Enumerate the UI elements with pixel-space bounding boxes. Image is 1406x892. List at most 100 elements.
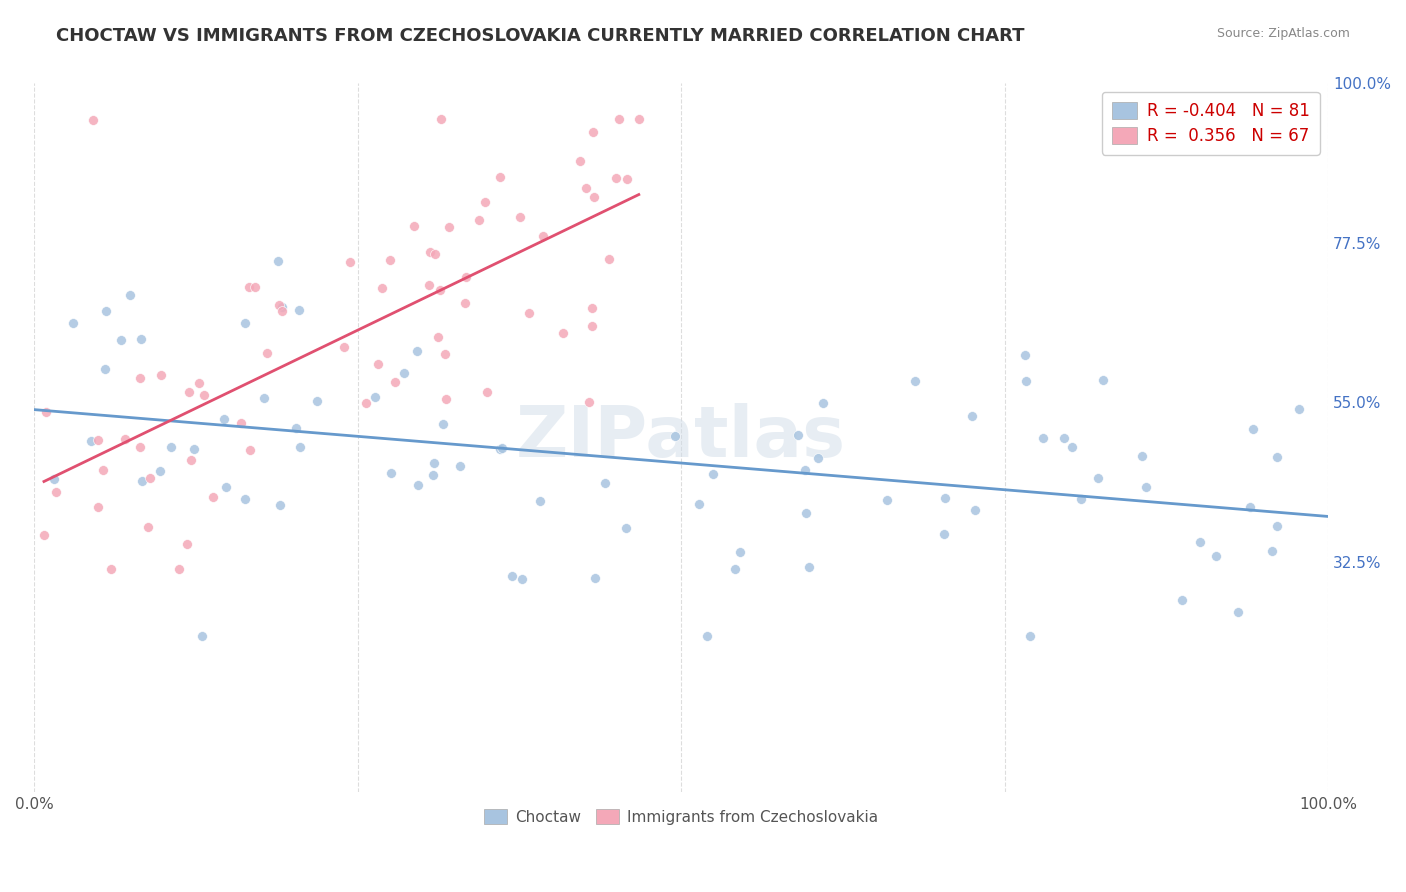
- Point: [356, 396, 378, 410]
- Point: [578, 395, 600, 409]
- Point: [96, 304, 118, 318]
- Point: [32, 527, 55, 541]
- Point: [87, 434, 110, 448]
- Point: [1087, 471, 1109, 485]
- Text: CHOCTAW VS IMMIGRANTS FROM CZECHOSLOVAKIA CURRENTLY MARRIED CORRELATION CHART: CHOCTAW VS IMMIGRANTS FROM CZECHOSLOVAKI…: [56, 27, 1025, 45]
- Point: [787, 428, 810, 442]
- Point: [1091, 374, 1114, 388]
- Point: [1015, 374, 1038, 388]
- Point: [405, 344, 427, 359]
- Point: [80, 434, 103, 449]
- Point: [332, 341, 354, 355]
- Point: [488, 169, 510, 184]
- Point: [176, 536, 198, 550]
- Point: [454, 296, 477, 310]
- Point: [1019, 629, 1042, 643]
- Text: Source: ZipAtlas.com: Source: ZipAtlas.com: [1216, 27, 1350, 40]
- Point: [934, 491, 956, 506]
- Point: [616, 172, 638, 186]
- Point: [270, 300, 292, 314]
- Point: [509, 210, 531, 224]
- Point: [796, 506, 818, 520]
- Point: [730, 545, 752, 559]
- Point: [581, 318, 603, 333]
- Point: [380, 467, 402, 481]
- Point: [290, 440, 312, 454]
- Point: [1265, 519, 1288, 533]
- Point: [437, 220, 460, 235]
- Point: [724, 562, 747, 576]
- Point: [229, 416, 252, 430]
- Point: [284, 420, 307, 434]
- Point: [1053, 431, 1076, 445]
- Point: [418, 277, 440, 292]
- Point: [384, 376, 406, 390]
- Point: [595, 476, 617, 491]
- Point: [131, 474, 153, 488]
- Point: [1227, 605, 1250, 619]
- Point: [1135, 480, 1157, 494]
- Point: [1171, 592, 1194, 607]
- Point: [429, 283, 451, 297]
- Point: [575, 180, 598, 194]
- Point: [188, 376, 211, 390]
- Point: [433, 347, 456, 361]
- Point: [167, 562, 190, 576]
- Point: [607, 112, 630, 126]
- Point: [392, 367, 415, 381]
- Point: [702, 467, 724, 482]
- Point: [215, 480, 238, 494]
- Text: ZIPatlas: ZIPatlas: [516, 403, 846, 472]
- Point: [252, 391, 274, 405]
- Point: [598, 252, 620, 267]
- Point: [582, 125, 605, 139]
- Point: [339, 255, 361, 269]
- Point: [474, 195, 496, 210]
- Point: [422, 468, 444, 483]
- Point: [1070, 491, 1092, 506]
- Point: [193, 388, 215, 402]
- Point: [82, 113, 104, 128]
- Point: [245, 279, 267, 293]
- Point: [688, 497, 710, 511]
- Point: [501, 569, 523, 583]
- Point: [1265, 450, 1288, 464]
- Point: [430, 112, 453, 126]
- Point: [44, 472, 66, 486]
- Point: [1288, 402, 1310, 417]
- Point: [93, 361, 115, 376]
- Point: [425, 246, 447, 260]
- Point: [454, 270, 477, 285]
- Point: [138, 471, 160, 485]
- Point: [664, 429, 686, 443]
- Point: [432, 417, 454, 432]
- Point: [529, 494, 551, 508]
- Point: [128, 440, 150, 454]
- Point: [191, 629, 214, 643]
- Point: [807, 450, 830, 465]
- Point: [605, 170, 627, 185]
- Point: [267, 298, 290, 312]
- Point: [35, 405, 58, 419]
- Point: [45, 485, 67, 500]
- Point: [531, 228, 554, 243]
- Point: [551, 326, 574, 341]
- Point: [581, 301, 603, 316]
- Point: [100, 561, 122, 575]
- Point: [183, 442, 205, 456]
- Point: [233, 316, 256, 330]
- Point: [965, 503, 987, 517]
- Point: [305, 394, 328, 409]
- Point: [583, 571, 606, 585]
- Point: [1241, 422, 1264, 436]
- Point: [436, 392, 458, 406]
- Point: [422, 457, 444, 471]
- Point: [288, 303, 311, 318]
- Point: [364, 390, 387, 404]
- Point: [517, 305, 540, 319]
- Point: [267, 253, 290, 268]
- Point: [136, 520, 159, 534]
- Point: [271, 303, 294, 318]
- Point: [419, 245, 441, 260]
- Point: [696, 629, 718, 643]
